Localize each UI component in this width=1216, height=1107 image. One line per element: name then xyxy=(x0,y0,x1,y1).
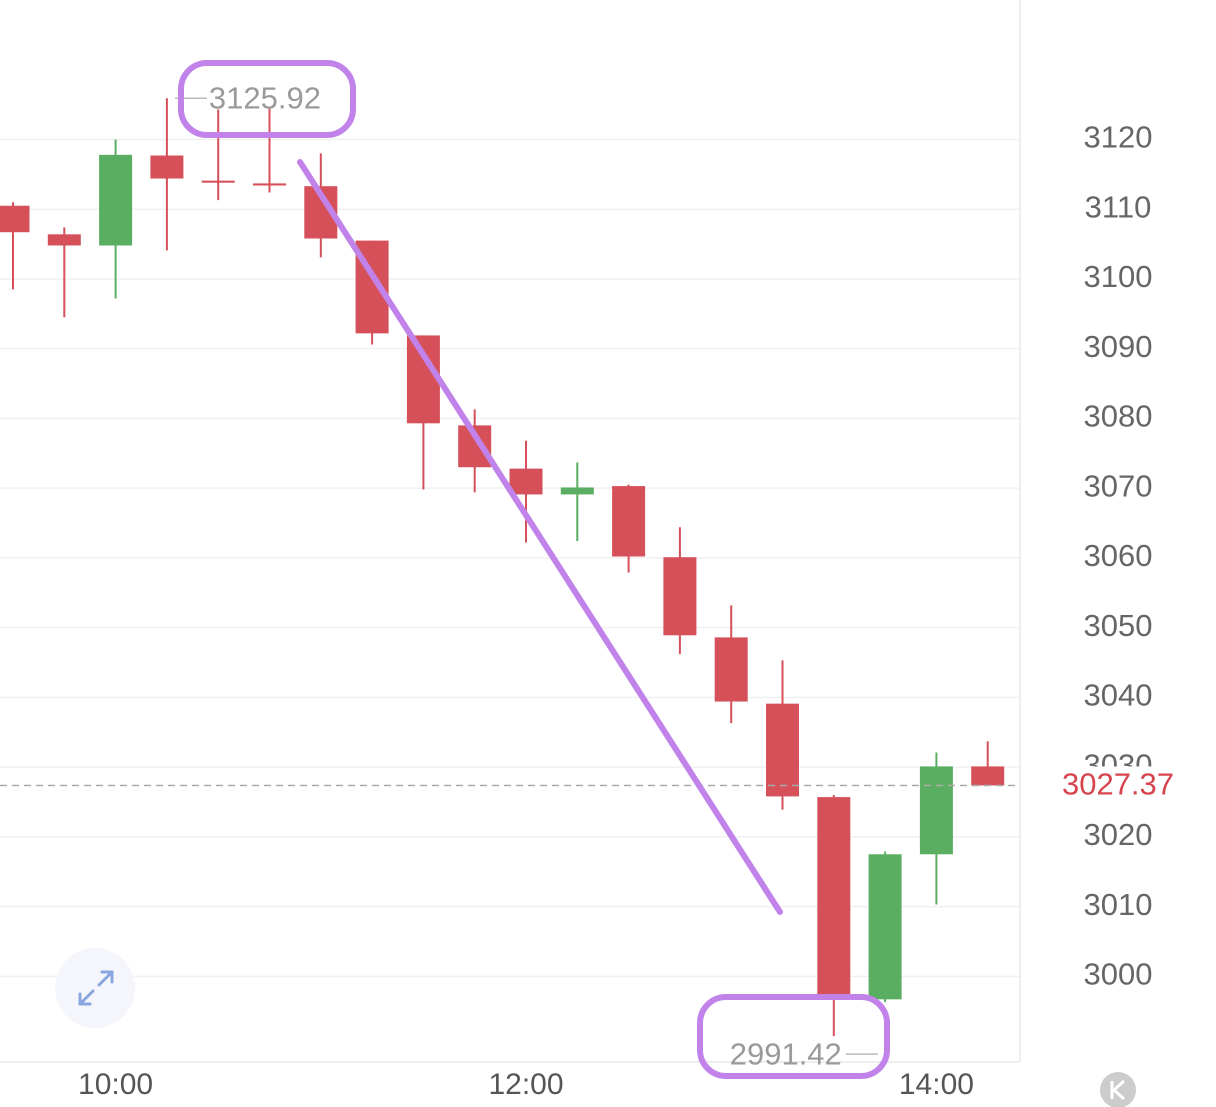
y-tick-label: 3120 xyxy=(1084,120,1153,155)
candle-body xyxy=(150,155,184,179)
annotations: 3125.92 2991.42 3027.37 xyxy=(0,80,1216,1071)
y-tick-label: 3050 xyxy=(1084,608,1153,643)
x-axis: 10:00 12:00 14:00 xyxy=(78,1068,974,1101)
candle-body xyxy=(560,487,594,495)
y-tick-label: 3100 xyxy=(1084,259,1153,294)
trend-line-drawing xyxy=(297,159,783,915)
candle-body xyxy=(766,703,799,797)
candle-body xyxy=(663,557,697,636)
y-tick-label: 3090 xyxy=(1084,329,1153,364)
y-tick-label: 3020 xyxy=(1084,817,1153,852)
candle-body xyxy=(868,854,902,1000)
x-tick-label: 10:00 xyxy=(78,1068,153,1101)
candle-body xyxy=(509,468,543,495)
x-tick-label: 12:00 xyxy=(488,1068,563,1101)
candle-body xyxy=(99,154,133,246)
k-icon[interactable] xyxy=(1110,1079,1126,1101)
price-label-bg xyxy=(1022,766,1216,805)
y-tick-label: 3010 xyxy=(1084,887,1153,922)
candle-body xyxy=(971,766,1005,786)
y-tick-label: 3070 xyxy=(1084,468,1153,503)
highlight-circle xyxy=(178,60,356,138)
candle-body xyxy=(919,766,953,855)
y-tick-label: 3040 xyxy=(1084,678,1153,713)
candle-body xyxy=(406,335,440,424)
candles xyxy=(0,98,1005,1037)
price-label: 3027.37 xyxy=(1062,767,1174,802)
k-button[interactable] xyxy=(1100,1072,1136,1107)
candle-body xyxy=(714,637,748,702)
max-label: 3125.92 xyxy=(209,80,321,115)
y-tick-label: 3110 xyxy=(1085,189,1152,224)
min-label: 2991.42 xyxy=(730,1036,842,1071)
candle-body xyxy=(817,797,851,995)
candle-body xyxy=(612,486,646,557)
candle-body xyxy=(201,180,235,183)
candle-body xyxy=(0,205,30,233)
x-tick-label: 14:00 xyxy=(899,1068,974,1101)
expand-button-bg[interactable] xyxy=(55,948,135,1028)
expand-icon[interactable] xyxy=(78,970,114,1006)
highlight-circle xyxy=(697,994,890,1079)
candle-body xyxy=(47,234,81,246)
y-tick-label: 3060 xyxy=(1084,538,1153,573)
y-tick-label: 3000 xyxy=(1084,957,1153,992)
y-tick-label: 3080 xyxy=(1084,399,1153,434)
candle-body xyxy=(253,183,286,186)
expand-button[interactable] xyxy=(55,948,135,1028)
k-button-bg[interactable] xyxy=(1100,1072,1136,1107)
grid xyxy=(0,138,1020,978)
